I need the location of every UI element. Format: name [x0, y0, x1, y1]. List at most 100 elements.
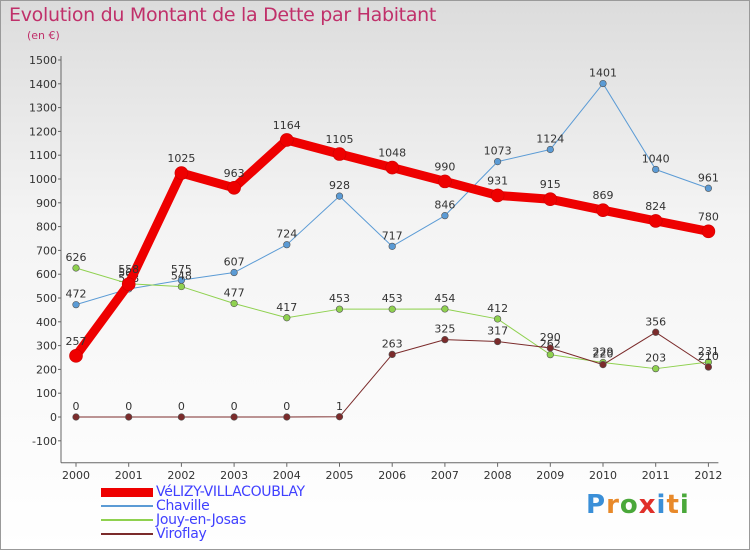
y-tick-label: -100	[32, 435, 57, 448]
data-label: 0	[73, 400, 80, 413]
chart-unit: (en €)	[27, 29, 60, 42]
x-tick-label: 2006	[378, 469, 406, 482]
x-tick-label: 2004	[273, 469, 301, 482]
data-label: 780	[698, 210, 719, 223]
data-label: 229	[593, 345, 614, 358]
data-point	[652, 365, 660, 373]
data-point	[652, 328, 660, 336]
legend-swatch	[101, 519, 153, 521]
data-point	[599, 361, 607, 369]
data-point	[494, 315, 502, 323]
data-point	[652, 165, 660, 174]
data-label: 961	[698, 171, 719, 184]
data-label: 263	[382, 337, 403, 350]
data-label: 575	[171, 263, 192, 276]
x-tick-label: 2011	[642, 469, 670, 482]
legend-label: Chaville	[156, 498, 210, 514]
y-tick-label: 1500	[29, 54, 57, 67]
data-point	[546, 344, 554, 352]
y-tick-label: 800	[36, 221, 57, 234]
data-label: 472	[66, 288, 87, 301]
data-point	[283, 413, 291, 421]
legend-label: Viroflay	[156, 526, 207, 542]
x-tick-label: 2001	[115, 469, 143, 482]
data-point	[283, 241, 291, 249]
data-label: 928	[329, 179, 350, 192]
data-label: 724	[276, 228, 297, 241]
y-tick-label: 1000	[29, 173, 57, 186]
logo-letter: t	[666, 490, 680, 520]
data-label: 1401	[589, 67, 617, 80]
data-label: 963	[224, 167, 245, 180]
y-tick-label: 1400	[29, 78, 57, 91]
data-label: 607	[224, 256, 245, 269]
data-label: 1048	[378, 147, 406, 160]
data-point	[494, 158, 502, 166]
legend-swatch	[101, 533, 153, 535]
data-label: 0	[283, 400, 290, 413]
data-label: 931	[487, 174, 508, 187]
data-label: 1	[336, 400, 343, 413]
data-label: 1105	[326, 133, 354, 146]
data-point	[648, 214, 663, 228]
data-label: 626	[66, 251, 87, 264]
data-point	[121, 277, 136, 291]
y-tick-label: 700	[36, 244, 57, 257]
data-point	[596, 203, 610, 217]
x-tick-label: 2010	[589, 469, 617, 482]
data-label: 477	[224, 286, 245, 299]
data-point	[69, 349, 83, 363]
data-label: 317	[487, 325, 508, 338]
data-point	[177, 413, 185, 421]
data-label: 0	[125, 400, 132, 413]
logo-letter: o	[619, 490, 639, 520]
data-label: 203	[645, 352, 666, 365]
y-tick-label: 1200	[29, 125, 57, 138]
data-label: 453	[329, 292, 350, 305]
data-label: 1164	[273, 119, 301, 132]
data-point	[494, 337, 502, 346]
data-point	[230, 299, 238, 308]
data-point	[704, 184, 713, 192]
data-point	[388, 242, 396, 250]
data-label: 548	[171, 270, 192, 283]
y-tick-label: 1300	[29, 102, 57, 115]
data-label: 417	[276, 301, 297, 314]
data-label: 231	[698, 345, 719, 358]
data-label: 846	[434, 199, 455, 212]
y-tick-label: 100	[36, 387, 57, 400]
y-tick-label: 200	[36, 363, 57, 376]
logo-letter: i	[656, 490, 667, 520]
legend-swatch	[101, 505, 153, 507]
data-point	[704, 363, 713, 371]
data-label: 915	[540, 178, 561, 191]
logo-letter: i	[679, 490, 690, 520]
data-point	[230, 268, 238, 277]
data-point	[490, 188, 505, 203]
data-point	[177, 282, 185, 291]
data-point	[599, 79, 607, 88]
data-label: 210	[698, 350, 719, 363]
x-tick-label: 2002	[167, 469, 195, 482]
data-label: 325	[434, 323, 455, 336]
x-tick-label: 2000	[62, 469, 90, 482]
data-point	[543, 192, 558, 207]
data-point	[701, 224, 716, 239]
data-label: 290	[540, 331, 561, 344]
data-point	[388, 350, 396, 359]
data-point	[335, 413, 344, 421]
data-point	[279, 133, 294, 147]
data-label: 412	[487, 302, 508, 315]
data-point	[546, 351, 554, 359]
legend-swatch	[101, 488, 153, 497]
legend-label: Jouy-en-Josas	[156, 512, 246, 528]
data-point	[174, 166, 189, 180]
x-tick-label: 2009	[536, 469, 564, 482]
data-point	[335, 192, 344, 200]
data-point	[125, 413, 133, 421]
data-point	[227, 181, 241, 195]
y-tick-label: 500	[36, 292, 57, 305]
proxiti-logo: Proxiti	[586, 490, 690, 520]
